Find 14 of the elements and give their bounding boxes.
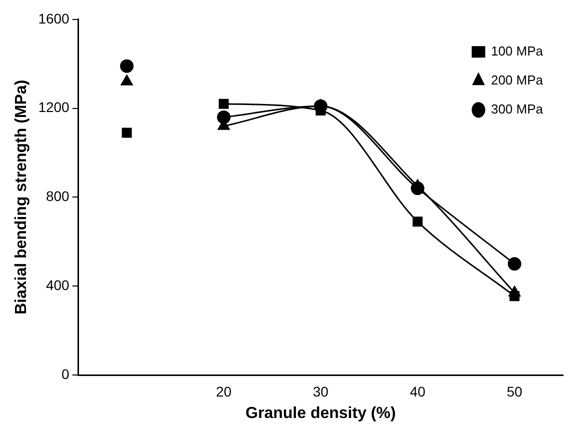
y-tick-label: 800: [46, 188, 70, 204]
y-tick-label: 1200: [38, 99, 70, 116]
x-tick-label: 50: [506, 383, 523, 400]
y-tick-label: 0: [62, 366, 70, 382]
legend-label: 200 MPa: [490, 72, 544, 88]
legend-label: 100 MPa: [490, 43, 544, 58]
y-tick-label: 1600: [38, 10, 70, 26]
x-axis-title: Granule density (%): [246, 404, 396, 422]
y-tick-label: 400: [46, 276, 70, 293]
legend-label: 300 MPa: [490, 101, 544, 116]
y-axis-title: Biaxial bending strength (MPa): [13, 80, 30, 315]
x-tick-label: 30: [312, 383, 329, 400]
x-tick-label: 40: [410, 383, 426, 400]
x-tick-label: 20: [216, 383, 232, 400]
